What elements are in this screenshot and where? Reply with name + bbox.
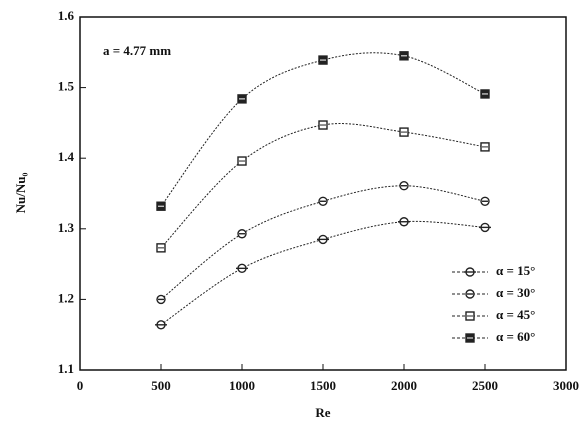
series-line bbox=[160, 220, 486, 326]
y-tick-label: 1.1 bbox=[58, 361, 74, 376]
x-tick-label: 1500 bbox=[310, 378, 336, 393]
y-tick-label: 1.3 bbox=[58, 220, 75, 235]
x-tick-label: 1000 bbox=[229, 378, 255, 393]
marker bbox=[480, 196, 490, 206]
legend-label: α = 30° bbox=[496, 285, 535, 300]
y-tick-label: 1.5 bbox=[58, 79, 75, 94]
marker bbox=[156, 201, 166, 211]
marker bbox=[156, 294, 166, 305]
marker bbox=[156, 243, 166, 253]
marker bbox=[236, 263, 248, 274]
series-line bbox=[160, 123, 486, 249]
marker bbox=[479, 222, 491, 233]
marker bbox=[237, 156, 247, 166]
marker bbox=[399, 51, 409, 61]
marker bbox=[237, 229, 247, 239]
legend-label: α = 60° bbox=[496, 329, 535, 344]
y-tick-label: 1.2 bbox=[58, 290, 74, 305]
legend-label: α = 15° bbox=[496, 263, 535, 278]
marker bbox=[317, 234, 329, 245]
y-axis-label: Nu/Nu₀ bbox=[13, 173, 28, 214]
marker bbox=[464, 267, 476, 277]
marker bbox=[155, 320, 167, 330]
y-tick-label: 1.4 bbox=[58, 149, 75, 164]
marker bbox=[465, 289, 475, 299]
x-tick-label: 3000 bbox=[553, 378, 579, 393]
marker bbox=[480, 89, 490, 99]
marker bbox=[237, 94, 247, 104]
x-tick-label: 500 bbox=[151, 378, 171, 393]
marker bbox=[465, 311, 475, 321]
marker bbox=[399, 127, 409, 137]
marker bbox=[318, 120, 328, 130]
legend-label: α = 45° bbox=[496, 307, 535, 322]
annotation: a = 4.77 mm bbox=[103, 43, 171, 58]
marker bbox=[318, 55, 328, 65]
marker bbox=[398, 217, 410, 227]
marker bbox=[399, 181, 409, 191]
x-tick-label: 2500 bbox=[472, 378, 498, 393]
marker bbox=[465, 333, 475, 343]
marker bbox=[480, 142, 490, 152]
marker bbox=[318, 196, 328, 206]
y-tick-label: 1.6 bbox=[58, 8, 75, 23]
x-tick-label: 2000 bbox=[391, 378, 417, 393]
x-axis-label: Re bbox=[315, 405, 330, 420]
x-tick-label: 0 bbox=[77, 378, 84, 393]
plot-frame bbox=[79, 16, 567, 371]
